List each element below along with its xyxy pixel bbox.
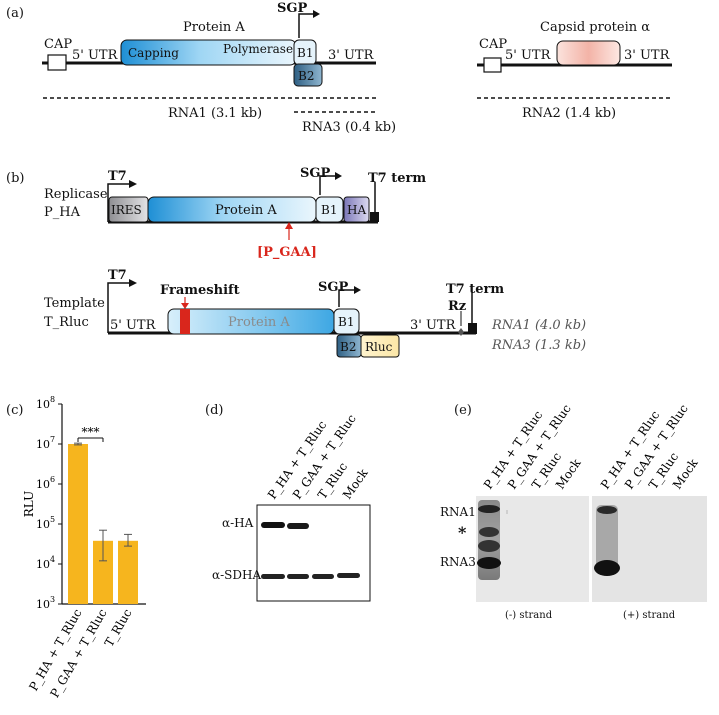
northern-blot (476, 496, 707, 602)
utr3b-label: 3' UTR (624, 48, 671, 63)
polymerase-label: Polymerase (223, 42, 293, 56)
y-tick-label: 10 (36, 478, 50, 491)
ires-label: IRES (111, 203, 142, 217)
capping-label: Capping (128, 46, 179, 60)
capsid-label: Capsid protein α (540, 20, 650, 35)
bar (118, 540, 138, 604)
y-tick-label: 10 (36, 438, 50, 451)
sgp-label-b: SGP (300, 166, 330, 181)
panel-c-label: (c) (6, 403, 23, 418)
y-tick-exponent: 6 (50, 475, 55, 484)
y-tick-label: 10 (36, 558, 50, 571)
y-tick-label: 10 (36, 598, 50, 611)
sgp-arrow (298, 13, 313, 38)
frameshift-mark (180, 309, 190, 334)
alpha-sdha-label: α-SDHA (212, 568, 261, 582)
t7-label-2: T7 (108, 268, 127, 283)
utr3-label: 3' UTR (328, 48, 375, 63)
rna1-band-label: RNA1 (440, 505, 476, 519)
protein-a-label-t: Protein A (228, 315, 290, 330)
sgp-label: SGP (277, 1, 307, 16)
p-gaa-label: [P_GAA] (257, 245, 317, 260)
western-bands (261, 522, 360, 579)
minus-strand-label: (-) strand (505, 610, 553, 621)
ha-label: HA (347, 203, 366, 217)
star-band-label: * (458, 523, 467, 542)
b1-box-t (333, 308, 360, 335)
utr5b-label: 5' UTR (505, 48, 552, 63)
western-blot-frame (256, 504, 371, 602)
panel-e-label: (e) (454, 403, 472, 418)
b1-label-b: B1 (321, 203, 337, 217)
rna3-length: RNA3 (0.4 kb) (302, 120, 396, 135)
frameshift-label: Frameshift (160, 283, 240, 298)
t7-terminator-2 (468, 323, 477, 334)
t7-terminator (370, 212, 379, 222)
cap-label: CAP (44, 37, 72, 52)
rluc-box (360, 334, 400, 358)
template-label: Template (44, 296, 105, 311)
panel-d-label: (d) (205, 403, 223, 418)
rna2-length: RNA2 (1.4 kb) (522, 106, 616, 121)
t7-label: T7 (108, 169, 127, 184)
bar (68, 444, 88, 604)
cap-box (47, 54, 67, 71)
plus-strand-label: (+) strand (623, 610, 676, 621)
t7term-label: T7 term (368, 171, 426, 186)
rna1-length: RNA1 (3.1 kb) (168, 106, 262, 121)
protein-a-label-b: Protein A (215, 203, 277, 218)
cap2-label: CAP (479, 37, 507, 52)
template-construct: Template T_Rluc T7 5' UTR Frameshift Pro… (44, 268, 586, 358)
y-tick-exponent: 3 (50, 595, 55, 604)
y-tick-exponent: 4 (50, 555, 55, 564)
rna1-len-label: RNA1 (4.0 kb) (491, 318, 586, 333)
y-tick-exponent: 7 (50, 435, 55, 444)
b2-label: B2 (298, 69, 314, 83)
capsid-box (556, 40, 621, 66)
y-tick-label: 10 (36, 398, 50, 411)
panel-a-label: (a) (6, 6, 24, 21)
rna1-diagram: CAP 5' UTR Protein A Capping Polymerase … (42, 1, 396, 135)
rna3-band-label: RNA3 (440, 555, 476, 569)
p-ha-label: P_HA (44, 205, 81, 220)
y-tick-exponent: 8 (50, 395, 55, 404)
t7term-label-2: T7 term (446, 282, 504, 297)
significance-label: *** (82, 425, 100, 439)
ha-box (343, 196, 370, 223)
panel-b-label: (b) (6, 171, 24, 186)
protein-a-label: Protein A (183, 20, 245, 35)
y-tick-label: 10 (36, 518, 50, 531)
rna3-len-label: RNA3 (1.3 kb) (491, 338, 586, 353)
replicase-construct: Replicase P_HA T7 IRES Protein A B1 HA T… (44, 166, 426, 260)
replicase-label: Replicase (44, 187, 108, 202)
b1-box-b (315, 196, 344, 223)
utr5-label: 5' UTR (72, 48, 119, 63)
t-rluc-label: T_Rluc (44, 315, 89, 330)
utr5-label-b: 5' UTR (110, 318, 157, 333)
alpha-ha-label: α-HA (222, 516, 254, 530)
rluc-label: Rluc (365, 340, 393, 354)
b1-label-t: B1 (338, 315, 354, 329)
y-axis-label: RLU (22, 491, 36, 517)
b2-label-t: B2 (340, 340, 356, 354)
sgp-label-t: SGP (318, 280, 348, 295)
b1-label: B1 (297, 46, 313, 60)
cap2-box (483, 57, 502, 73)
rna2-diagram: CAP 5' UTR Capsid protein α 3' UTR RNA2 … (477, 20, 672, 121)
bar (93, 540, 113, 604)
y-tick-exponent: 5 (50, 515, 55, 524)
ribozyme-mark (458, 328, 464, 336)
rz-label: Rz (448, 299, 466, 314)
b2-box (293, 63, 323, 87)
utr3-label-t: 3' UTR (410, 318, 457, 333)
